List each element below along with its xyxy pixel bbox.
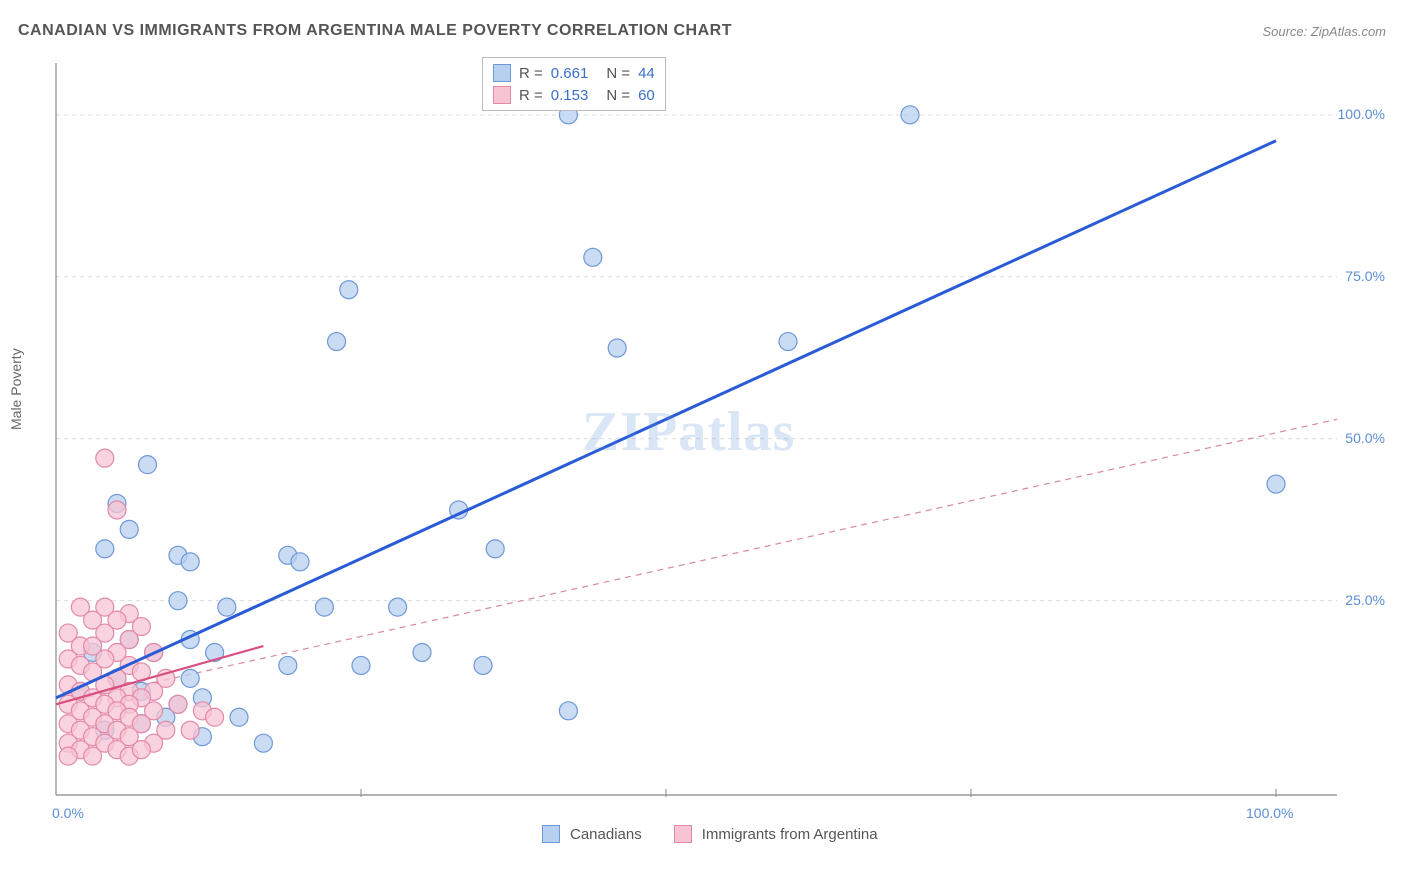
series-legend: Canadians Immigrants from Argentina xyxy=(542,825,900,843)
legend-r-value: 0.153 xyxy=(551,87,589,104)
legend-swatch xyxy=(542,825,560,843)
legend-row: R = 0.153 N = 60 xyxy=(493,84,655,106)
source-label: Source: ZipAtlas.com xyxy=(1262,24,1386,39)
legend-n-value: 60 xyxy=(638,87,655,104)
legend-series-name: Canadians xyxy=(570,826,642,843)
y-tick-label: 75.0% xyxy=(1345,268,1385,284)
y-tick-label: 100.0% xyxy=(1338,106,1385,122)
legend-row: R = 0.661 N = 44 xyxy=(493,62,655,84)
y-tick-label: 50.0% xyxy=(1345,430,1385,446)
scatter-plot: ZIPatlas R = 0.661N = 44R = 0.153N = 60 … xyxy=(52,55,1387,815)
legend-swatch xyxy=(674,825,692,843)
x-tick-end: 100.0% xyxy=(1246,805,1293,821)
legend-n-value: 44 xyxy=(638,65,655,82)
legend-series-name: Immigrants from Argentina xyxy=(702,826,878,843)
legend-n-label: N = xyxy=(606,65,630,82)
legend-swatch xyxy=(493,64,511,82)
x-tick-origin: 0.0% xyxy=(52,805,84,821)
legend-n-label: N = xyxy=(606,87,630,104)
legend-swatch xyxy=(493,86,511,104)
legend-r-label: R = xyxy=(519,87,543,104)
y-tick-label: 25.0% xyxy=(1345,592,1385,608)
legend-r-label: R = xyxy=(519,65,543,82)
chart-svg xyxy=(52,55,1387,815)
chart-title: CANADIAN VS IMMIGRANTS FROM ARGENTINA MA… xyxy=(18,22,732,40)
legend-r-value: 0.661 xyxy=(551,65,589,82)
y-axis-label: Male Poverty xyxy=(8,348,24,430)
correlation-legend: R = 0.661 N = 44 R = 0.153 N = 60 xyxy=(482,57,666,111)
